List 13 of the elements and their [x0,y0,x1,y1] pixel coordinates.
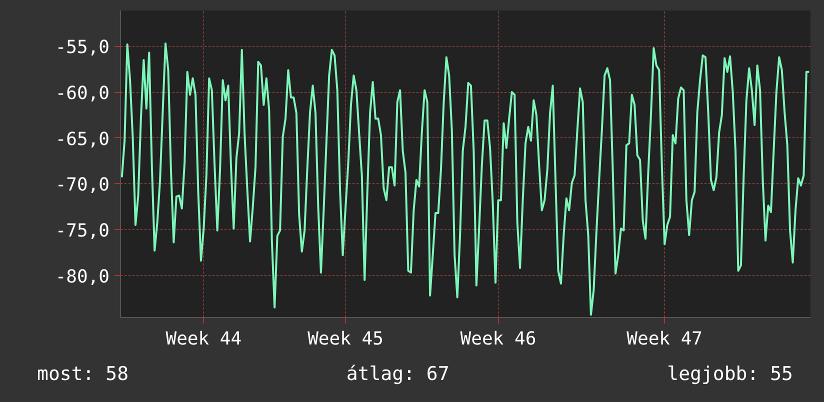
x-tick-label: Week 47 [626,328,703,350]
y-tick-label: -70,0 [55,174,110,196]
x-tick-label: Week 44 [166,328,242,350]
y-tick-label: -55,0 [55,37,110,58]
y-tick-label: -60,0 [55,83,110,104]
y-tick-label: -80,0 [55,266,110,288]
text: átlag: 67 [346,362,450,387]
x-tick-label: Week 46 [460,328,536,350]
text: most: 58 [37,362,129,387]
text: legjobb: 55 [667,362,793,387]
x-tick-label: Week 45 [308,328,384,350]
y-tick-label: -65,0 [55,128,110,150]
y-tick-label: -75,0 [55,220,110,242]
